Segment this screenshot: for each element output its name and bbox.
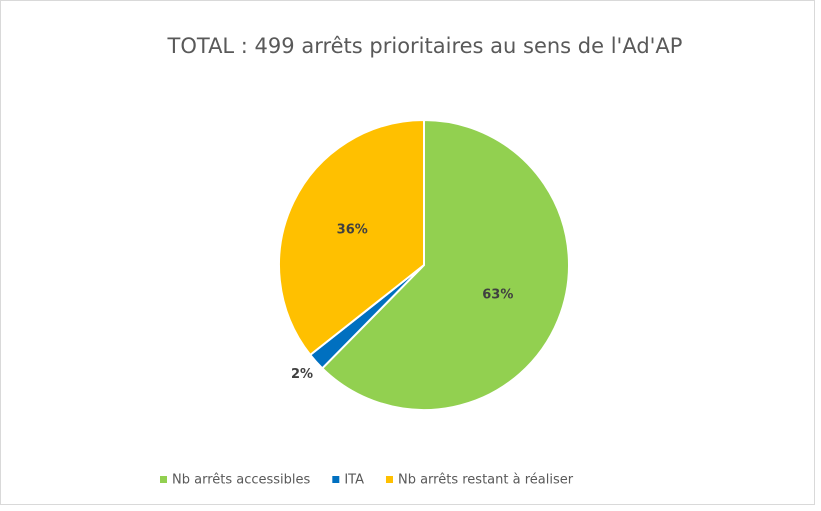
data-label: 63% — [482, 288, 513, 303]
pie-slice — [278, 118, 425, 357]
legend-label: ITA — [344, 473, 364, 488]
legend-swatch — [332, 476, 340, 483]
chart-title: TOTAL : 499 arrêts prioritaires au sens … — [167, 34, 683, 58]
data-label: 36% — [337, 223, 368, 238]
legend-swatch — [385, 476, 393, 483]
legend-swatch — [160, 476, 167, 483]
legend-label: Nb arrêts accessibles — [172, 473, 311, 488]
data-label: 2% — [291, 367, 313, 382]
legend-label: Nb arrêts restant à réaliser — [398, 473, 574, 488]
pie-slice — [320, 118, 570, 411]
